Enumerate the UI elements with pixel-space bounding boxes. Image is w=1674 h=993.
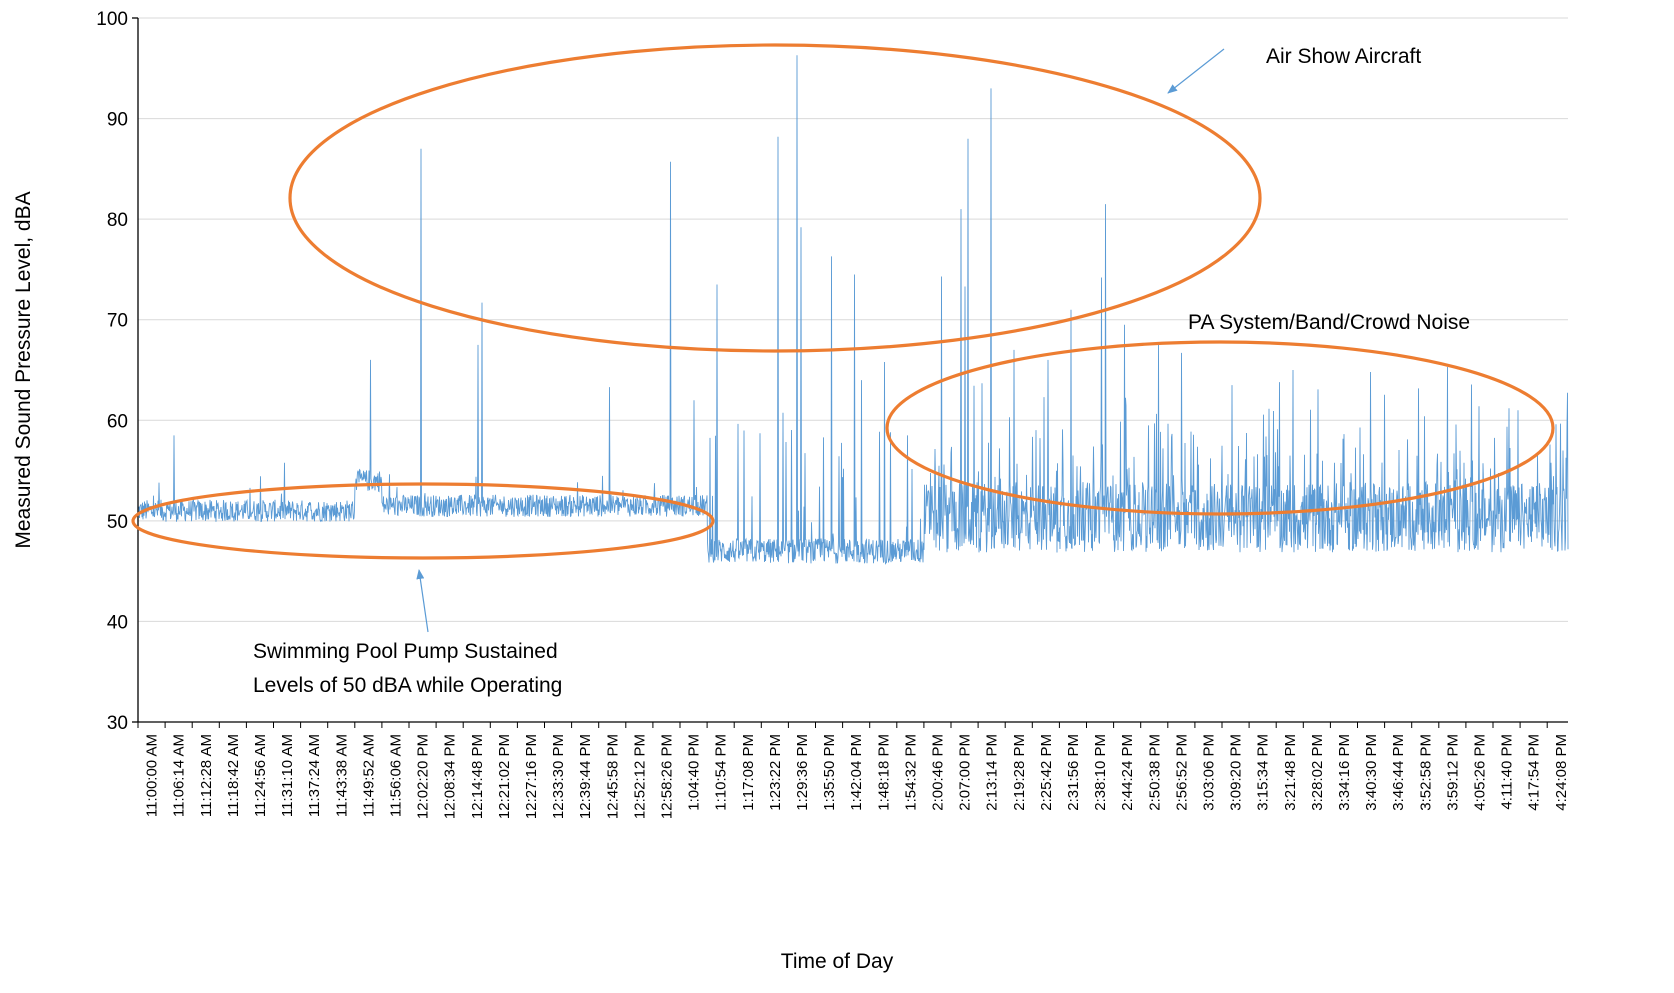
y-tick-labels: 30 40 50 60 70 80 90 100	[96, 9, 128, 734]
x-tick-label: 1:04:40 PM	[686, 734, 703, 811]
pool-pump-ellipse	[131, 482, 715, 560]
x-tick-label: 12:52:12 PM	[631, 734, 648, 819]
x-tick-label: 2:38:10 PM	[1092, 734, 1109, 811]
pa-system-label: PA System/Band/Crowd Noise	[1188, 311, 1470, 334]
x-tick-label: 12:08:34 PM	[442, 734, 459, 819]
x-tick-label: 12:39:44 PM	[577, 734, 594, 819]
x-tick-label: 1:17:08 PM	[740, 734, 757, 811]
series-line	[137, 55, 1569, 565]
x-tick-label: 1:23:22 PM	[767, 734, 784, 811]
x-tick-label: 4:11:40 PM	[1499, 734, 1516, 810]
x-tick-label: 2:31:56 PM	[1065, 734, 1082, 811]
y-tick-label: 70	[107, 311, 128, 332]
x-tick-label: 1:42:04 PM	[848, 734, 865, 811]
y-tick-label: 40	[107, 612, 128, 633]
x-tick-label: 12:27:16 PM	[523, 734, 540, 819]
x-tick-label: 11:56:06 AM	[387, 734, 404, 817]
y-tick-label: 90	[107, 110, 128, 131]
y-tick-label: 60	[107, 411, 128, 432]
x-tick-label: 11:49:52 AM	[360, 734, 377, 817]
x-tick-label: 12:02:20 PM	[415, 734, 432, 819]
x-axis-title: Time of Day	[781, 950, 894, 973]
x-tick-label: 11:00:00 AM	[144, 734, 161, 817]
x-tick-label: 2:00:46 PM	[929, 734, 946, 811]
x-tick-label: 2:56:52 PM	[1173, 734, 1190, 811]
x-tick-label: 4:24:08 PM	[1553, 734, 1570, 811]
air-show-ellipse	[288, 43, 1262, 353]
x-tick-label: 2:07:00 PM	[957, 734, 974, 811]
pool-pump-arrow	[416, 569, 429, 633]
x-tick-label: 4:17:54 PM	[1526, 734, 1543, 811]
x-tick-label: 11:12:28 AM	[198, 734, 215, 817]
x-tick-label: 12:21:02 PM	[496, 734, 513, 819]
x-tick-label: 4:05:26 PM	[1471, 734, 1488, 811]
x-tick-label: 3:03:06 PM	[1200, 734, 1217, 811]
x-tick-label: 1:29:36 PM	[794, 734, 811, 811]
air-show-arrow	[1167, 48, 1225, 94]
x-tick-label: 2:13:14 PM	[984, 734, 1001, 811]
x-tick-label: 12:58:26 PM	[658, 734, 675, 819]
x-tick-label: 3:21:48 PM	[1282, 734, 1299, 811]
annotations: Air Show Aircraft PA System/Band/Crowd No…	[131, 43, 1555, 697]
y-tick-label: 30	[107, 713, 128, 734]
x-tick-label: 3:40:30 PM	[1363, 734, 1380, 811]
x-tick-label: 12:45:58 PM	[604, 734, 621, 819]
x-tick-label: 3:52:58 PM	[1417, 734, 1434, 811]
x-tick-label: 1:48:18 PM	[875, 734, 892, 811]
pool-pump-label-line1: Swimming Pool Pump Sustained	[253, 640, 558, 663]
x-tick-label: 11:18:42 AM	[225, 734, 242, 817]
axes	[132, 17, 1568, 728]
y-tick-label: 80	[107, 210, 128, 231]
y-tick-label: 100	[96, 9, 128, 30]
pool-pump-label-line2: Levels of 50 dBA while Operating	[253, 674, 562, 697]
x-tick-label: 11:31:10 AM	[279, 734, 296, 817]
x-tick-label: 1:35:50 PM	[821, 734, 838, 811]
x-tick-label: 3:46:44 PM	[1390, 734, 1407, 811]
x-tick-label: 3:28:02 PM	[1309, 734, 1326, 811]
x-tick-label: 12:33:30 PM	[550, 734, 567, 819]
air-show-label: Air Show Aircraft	[1266, 45, 1421, 68]
pa-system-ellipse	[885, 340, 1555, 516]
series-group	[137, 55, 1569, 565]
x-tick-label: 1:10:54 PM	[713, 734, 730, 811]
x-tick-label: 11:37:24 AM	[306, 734, 323, 817]
x-tick-label: 3:59:12 PM	[1444, 734, 1461, 811]
x-tick-label: 11:24:56 AM	[252, 734, 269, 817]
x-tick-label: 3:34:16 PM	[1336, 734, 1353, 811]
x-tick-label: 11:43:38 AM	[333, 734, 350, 817]
x-tick-label: 11:06:14 AM	[171, 734, 188, 817]
x-tick-label: 12:14:48 PM	[469, 734, 486, 819]
x-tick-label: 2:25:42 PM	[1038, 734, 1055, 811]
x-tick-labels: 11:00:00 AM 11:06:14 AM 11:12:28 AM 11:18:4…	[144, 734, 1570, 819]
x-tick-label: 3:09:20 PM	[1228, 734, 1245, 811]
gridlines	[138, 17, 1568, 622]
x-tick-label: 2:44:24 PM	[1119, 734, 1136, 811]
x-tick-label: 3:15:34 PM	[1255, 734, 1272, 811]
x-tick-label: 2:50:38 PM	[1146, 734, 1163, 811]
x-tick-label: 2:19:28 PM	[1011, 734, 1028, 811]
x-tick-label: 1:54:32 PM	[902, 734, 919, 811]
y-tick-label: 50	[107, 512, 128, 533]
y-axis-title: Measured Sound Pressure Level, dBA	[12, 191, 35, 548]
